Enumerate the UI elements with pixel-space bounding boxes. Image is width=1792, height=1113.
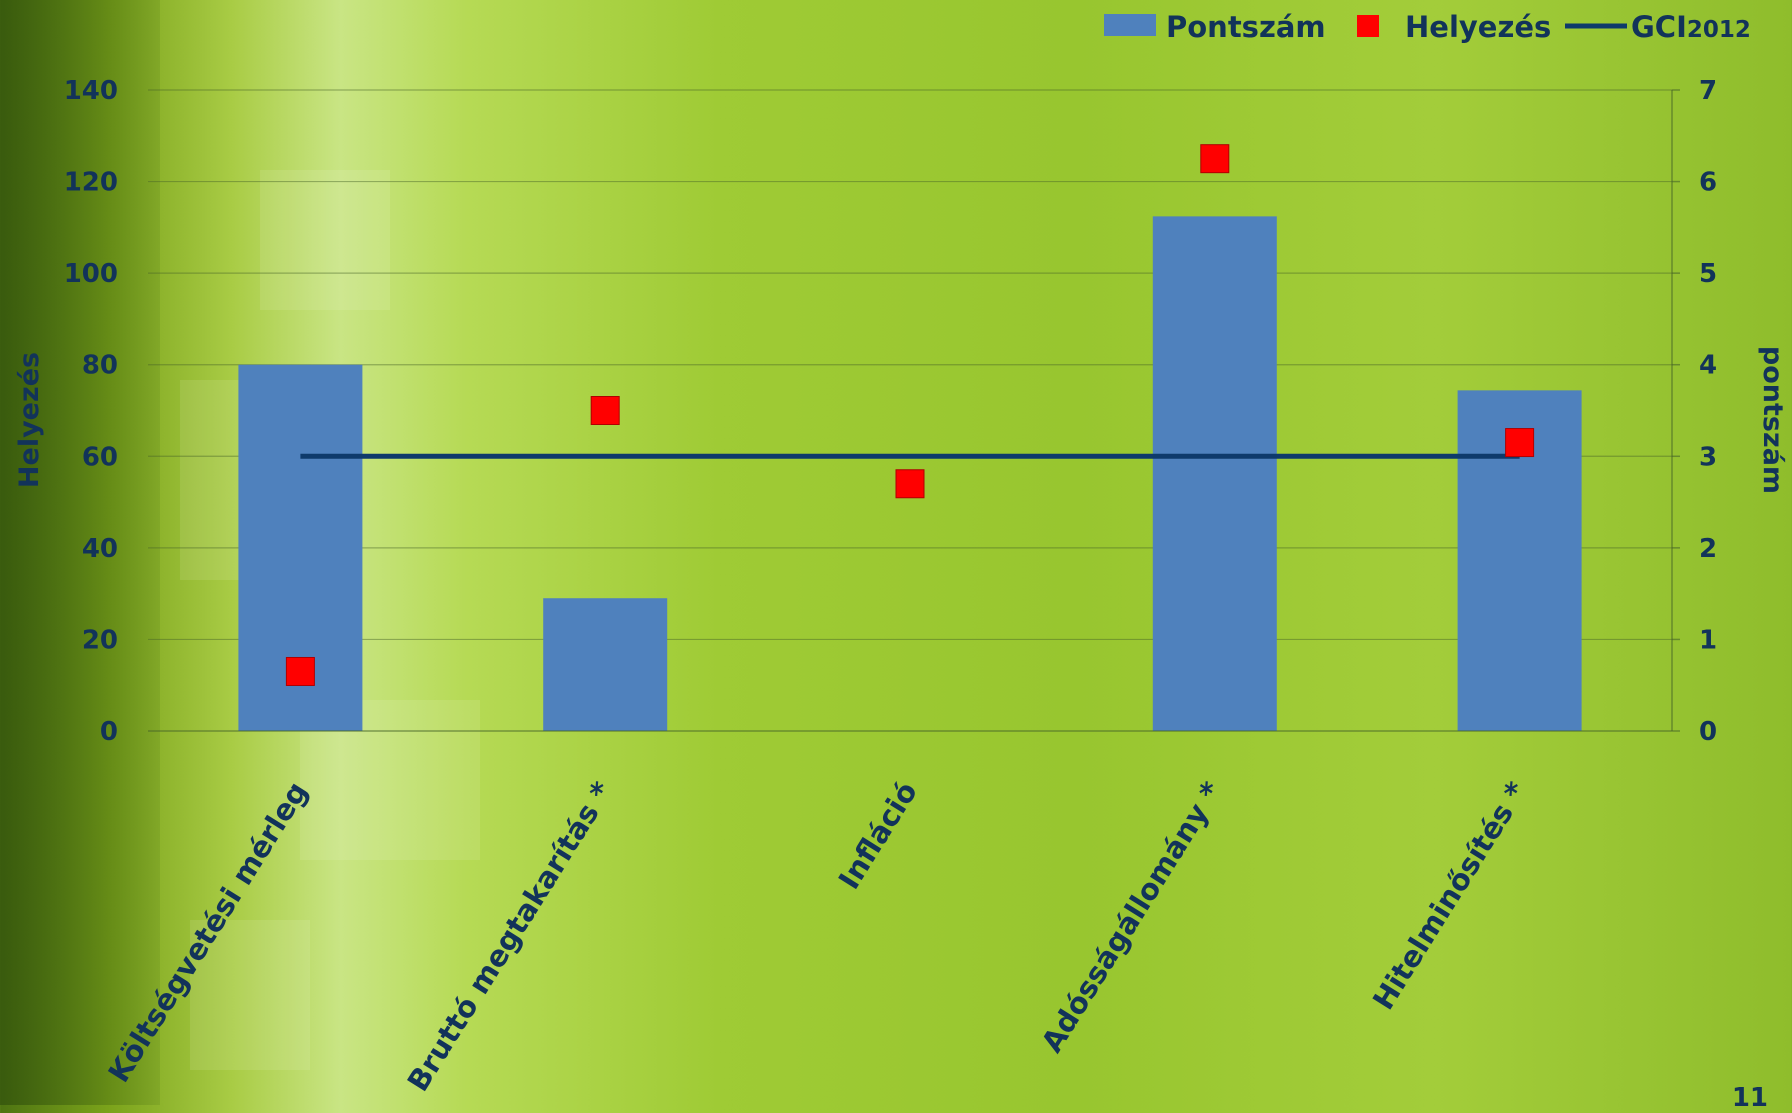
slide-number: 11 — [1731, 1083, 1768, 1113]
y-axis-right-label: pontszám — [1757, 346, 1788, 494]
right-tick-labels: 0 1 2 3 4 5 6 7 — [1699, 76, 1717, 747]
tick-label: 120 — [64, 168, 118, 198]
point — [895, 469, 925, 499]
tick-label: 1 — [1699, 625, 1717, 655]
bar — [1152, 216, 1277, 731]
legend-label-gci2012: GCI2012 — [1631, 10, 1751, 44]
gridlines — [148, 89, 1672, 641]
tick-label: 100 — [64, 259, 118, 289]
points-helyezes — [285, 144, 1535, 686]
tick-label: 80 — [82, 351, 118, 381]
point — [590, 396, 620, 425]
category-label: Költségvetési mérleg — [101, 776, 314, 1089]
point — [1200, 144, 1230, 174]
legend-label-helyezes: Helyezés — [1405, 10, 1551, 44]
bars-pontszam — [238, 216, 1582, 731]
bar — [543, 598, 668, 731]
tick-label: 40 — [82, 534, 118, 564]
category-label: Adósságállomány * — [1035, 776, 1229, 1059]
point — [285, 656, 315, 686]
tick-label: 140 — [64, 76, 118, 106]
left-tick-labels: 0 20 40 60 80 100 120 140 — [64, 76, 118, 747]
legend-marker-pontszam — [1104, 14, 1156, 36]
y-axis-left-label: Helyezés — [14, 352, 45, 488]
tick-label: 3 — [1699, 442, 1717, 472]
legend-marker-helyezes — [1357, 15, 1379, 37]
point — [1505, 428, 1535, 458]
tick-label: 0 — [100, 717, 118, 747]
tick-label: 7 — [1699, 76, 1717, 106]
legend-label-pontszam: Pontszám — [1166, 10, 1326, 44]
legend: Pontszám Helyezés GCI2012 — [1104, 10, 1751, 44]
category-label: Bruttó megtakarítás * — [401, 776, 620, 1098]
axes — [148, 89, 1680, 732]
tick-label: 2 — [1699, 534, 1717, 564]
tick-label: 0 — [1699, 717, 1717, 747]
category-label: Hitelminősítés * — [1366, 776, 1533, 1016]
tick-label: 60 — [82, 442, 118, 472]
tick-label: 5 — [1699, 259, 1717, 289]
category-label: Infláció — [832, 776, 924, 895]
category-labels: Költségvetési mérleg Bruttó megtakarítás … — [101, 776, 1533, 1098]
tick-label: 20 — [82, 625, 118, 655]
tick-label: 6 — [1699, 168, 1717, 198]
tick-label: 4 — [1699, 351, 1717, 381]
